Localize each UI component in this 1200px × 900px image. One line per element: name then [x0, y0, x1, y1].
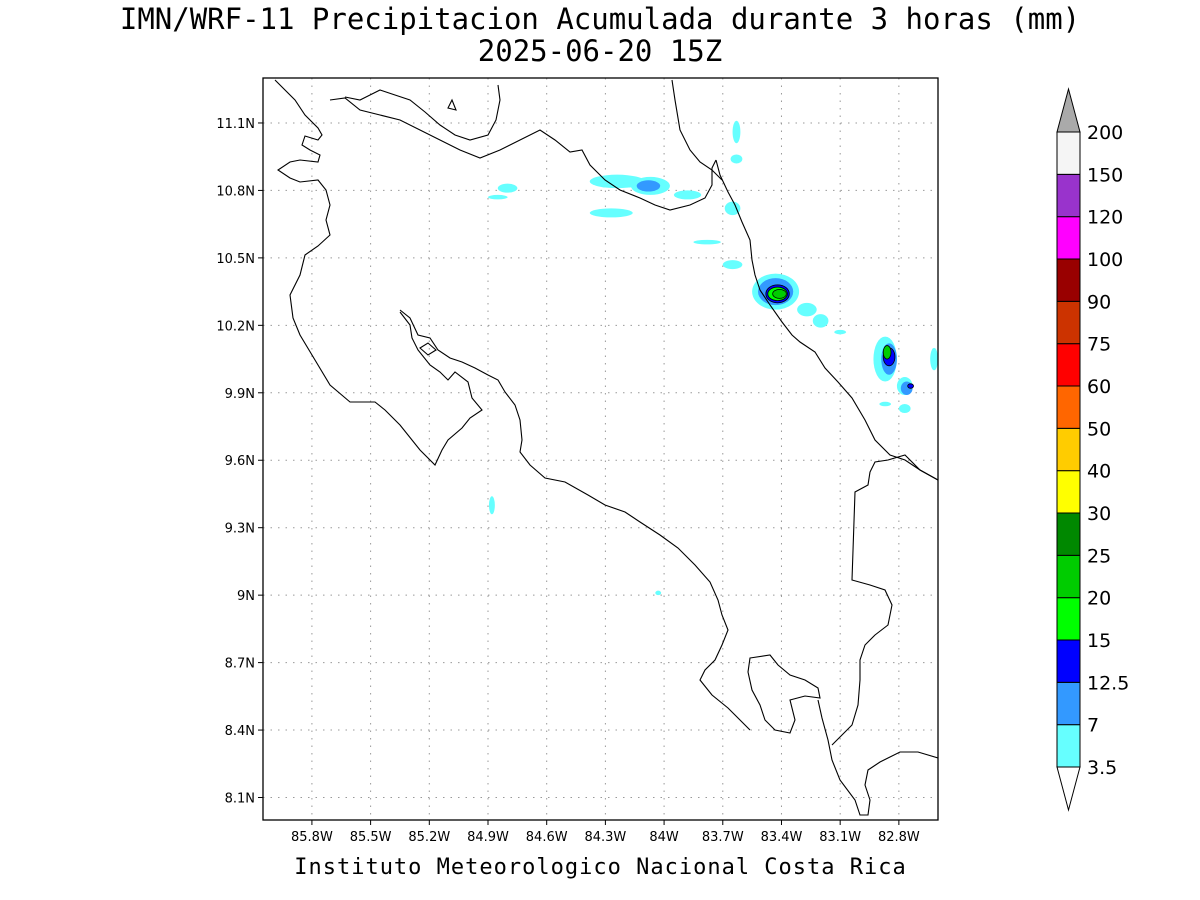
precip-cell [722, 260, 743, 270]
precip-cell [655, 590, 662, 596]
precip-cell [930, 347, 938, 371]
precip-cell [882, 345, 892, 360]
lat-tick-label: 10.5N [216, 252, 255, 267]
precip-cell [497, 183, 518, 193]
map-gridlines [263, 78, 938, 820]
coastline-nw [274, 79, 483, 466]
precip-layer [488, 120, 938, 596]
precip-cell [589, 208, 633, 218]
coastline-pacific-central [399, 309, 751, 731]
colorbar-swatch [1056, 597, 1081, 641]
precip-cell [812, 314, 829, 328]
coastline-osa [747, 654, 821, 734]
precip-cell [797, 302, 817, 317]
colorbar-swatch [1056, 639, 1081, 683]
colorbar-legend: 3.5 7 12.5 15 20 25 30 40 50 60 75 90 100 120 150 200 [1056, 87, 1129, 812]
lat-tick-label: 8.1N [225, 792, 255, 807]
map-frame [262, 77, 939, 821]
colorbar-swatch [1056, 258, 1081, 302]
lon-tick-label: 84.6W [526, 830, 568, 845]
precip-cell [488, 496, 495, 515]
panama-border [831, 454, 938, 746]
colorbar-level-label: 120 [1087, 207, 1123, 229]
colorbar-level-label: 30 [1087, 503, 1111, 525]
lat-tick-label: 11.1N [216, 117, 255, 132]
lon-tick-label: 84.9W [467, 830, 509, 845]
colorbar-lower-arrow [1056, 766, 1081, 812]
lake-island [447, 98, 457, 111]
colorbar-level-label: 25 [1087, 545, 1111, 567]
precip-cell [673, 190, 702, 200]
lon-tick-label: 85.2W [408, 830, 450, 845]
colorbar-level-label: 20 [1087, 588, 1111, 610]
lat-tick-label: 10.2N [216, 319, 255, 334]
colorbar-swatch [1056, 131, 1081, 175]
lat-tick-label: 10.8N [216, 184, 255, 199]
precip-cell [772, 288, 787, 299]
colorbar-swatch [1056, 343, 1081, 387]
precip-cell [488, 194, 508, 200]
colorbar-swatch [1056, 385, 1081, 429]
precip-cell [732, 120, 741, 144]
lat-tick-label: 9.6N [225, 454, 255, 469]
precip-cell [636, 180, 661, 192]
lat-tick-label: 9.9N [225, 387, 255, 402]
colorbar-level-label: 3.5 [1087, 757, 1117, 779]
colorbar-level-label: 7 [1087, 715, 1099, 737]
colorbar-level-label: 200 [1087, 122, 1123, 144]
colorbar-upper-arrow [1056, 87, 1081, 133]
precip-cell [730, 154, 743, 164]
precip-cell [834, 329, 847, 335]
colorbar-swatch [1056, 300, 1081, 345]
colorbar-level-label: 60 [1087, 376, 1111, 398]
lon-tick-label: 84W [649, 830, 679, 845]
colorbar-level-label: 40 [1087, 461, 1111, 483]
coastline-south [817, 699, 938, 816]
lat-tick-label: 8.7N [225, 657, 255, 672]
lon-tick-label: 85.5W [350, 830, 392, 845]
nicaragua-coast-east [671, 79, 723, 181]
colorbar-swatch [1056, 427, 1081, 472]
axis-ticks: 11.1N 10.8N 10.5N 10.2N 9.9N 9.6N 9.3N 9N 8.7N 8.… [216, 117, 920, 845]
lon-tick-label: 84.3W [584, 830, 626, 845]
colorbar-level-label: 75 [1087, 334, 1111, 356]
precip-cell [724, 201, 741, 216]
map-title: IMN/WRF-11 Precipitacion Acumulada duran… [119, 2, 1081, 36]
colorbar-level-label: 15 [1087, 630, 1111, 652]
lon-tick-label: 85.8W [291, 830, 333, 845]
colorbar-swatch [1056, 173, 1081, 218]
precip-cell [693, 239, 721, 245]
precip-cell [879, 401, 892, 407]
coastline-caribbean [715, 159, 938, 481]
institution-footer: Instituto Meteorologico Nacional Costa R… [294, 855, 907, 880]
colorbar-level-label: 12.5 [1087, 672, 1129, 694]
lat-tick-label: 9.3N [225, 522, 255, 537]
lat-tick-label: 9N [237, 589, 255, 604]
nicaragua-border [329, 97, 717, 211]
nicaragua-lake-shore [344, 84, 501, 141]
precip-cell [907, 383, 914, 389]
gulf-island [419, 342, 437, 356]
lon-tick-label: 83.7W [702, 830, 744, 845]
map-subtitle-datetime: 2025-06-20 15Z [477, 34, 723, 68]
colorbar-level-label: 50 [1087, 418, 1111, 440]
colorbar-level-label: 150 [1087, 164, 1123, 186]
colorbar-swatch [1056, 724, 1081, 768]
colorbar-swatch [1056, 554, 1081, 599]
lon-tick-label: 83.4W [761, 830, 803, 845]
colorbar-level-label: 100 [1087, 249, 1123, 271]
lon-tick-label: 82.8W [878, 830, 920, 845]
lon-tick-label: 83.1W [819, 830, 861, 845]
colorbar-level-label: 90 [1087, 291, 1111, 313]
colorbar-swatch [1056, 681, 1081, 726]
coastline-layer [274, 79, 938, 816]
colorbar-swatch [1056, 216, 1081, 260]
lat-tick-label: 8.4N [225, 724, 255, 739]
colorbar-swatch [1056, 512, 1081, 556]
precip-cell [898, 404, 911, 414]
colorbar-swatch [1056, 470, 1081, 514]
